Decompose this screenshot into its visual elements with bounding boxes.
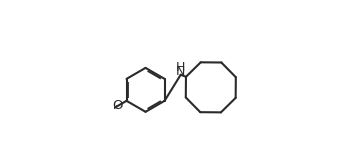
Text: O: O (112, 99, 123, 112)
Text: H: H (176, 61, 185, 74)
Text: N: N (176, 65, 185, 78)
